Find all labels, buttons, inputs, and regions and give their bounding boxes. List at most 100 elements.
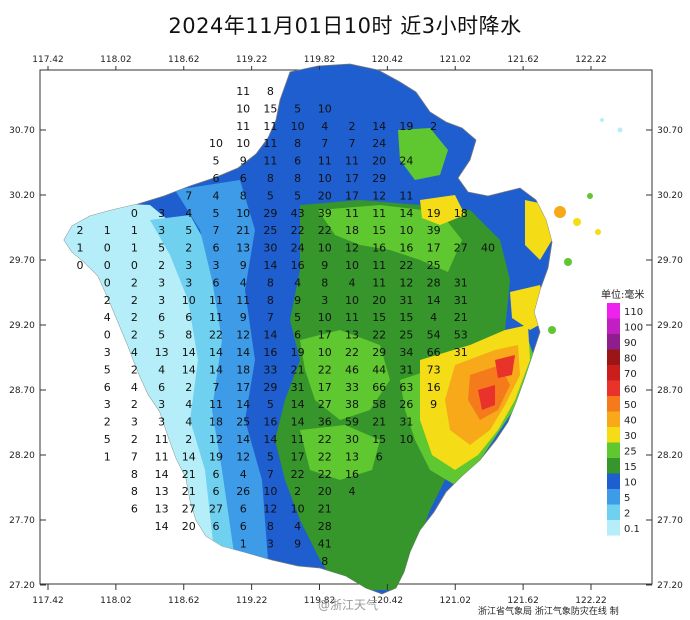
station-value: 15 bbox=[372, 433, 386, 446]
station-value: 22 bbox=[291, 224, 305, 237]
x-tick-label: 122.22 bbox=[575, 596, 607, 606]
station-value: 5 bbox=[294, 311, 301, 324]
station-value: 26 bbox=[399, 398, 413, 411]
x-tick-label: 118.02 bbox=[100, 596, 132, 606]
legend-label: 2 bbox=[624, 509, 630, 520]
station-value: 1 bbox=[240, 537, 247, 550]
station-value: 0 bbox=[104, 329, 111, 342]
legend-swatch bbox=[607, 427, 620, 443]
station-value: 22 bbox=[318, 224, 332, 237]
station-value: 8 bbox=[267, 294, 274, 307]
station-value: 6 bbox=[185, 311, 192, 324]
station-value: 3 bbox=[158, 276, 165, 289]
station-value: 22 bbox=[318, 468, 332, 481]
station-value: 3 bbox=[158, 207, 165, 220]
station-value: 22 bbox=[291, 468, 305, 481]
station-value: 31 bbox=[454, 294, 468, 307]
station-value: 3 bbox=[158, 416, 165, 429]
station-value: 16 bbox=[291, 259, 305, 272]
station-value: 6 bbox=[294, 329, 301, 342]
legend-label: 0.1 bbox=[624, 524, 640, 535]
x-tick-label: 119.22 bbox=[236, 55, 268, 65]
station-value: 8 bbox=[267, 85, 274, 98]
watermark: @浙江天气 bbox=[318, 598, 379, 612]
station-value: 14 bbox=[291, 398, 305, 411]
legend-swatch bbox=[607, 303, 620, 319]
station-value: 14 bbox=[182, 450, 196, 463]
station-value: 3 bbox=[158, 398, 165, 411]
station-value: 24 bbox=[399, 155, 413, 168]
station-value: 8 bbox=[321, 555, 328, 568]
y-tick-label: 30.70 bbox=[9, 126, 35, 136]
station-value: 4 bbox=[294, 520, 301, 533]
station-value: 14 bbox=[372, 120, 386, 133]
station-value: 7 bbox=[321, 137, 328, 150]
x-tick-label: 120.42 bbox=[372, 55, 404, 65]
y-tick-label: 28.70 bbox=[657, 386, 683, 396]
station-value: 24 bbox=[291, 242, 305, 255]
station-value: 14 bbox=[427, 294, 441, 307]
legend-label: 90 bbox=[624, 338, 637, 349]
station-value: 6 bbox=[240, 520, 247, 533]
station-value: 12 bbox=[263, 503, 277, 516]
station-value: 38 bbox=[345, 398, 359, 411]
station-value: 16 bbox=[263, 346, 277, 359]
station-value: 11 bbox=[399, 189, 413, 202]
x-tick-label: 119.22 bbox=[236, 596, 268, 606]
station-value: 4 bbox=[430, 311, 437, 324]
station-value: 16 bbox=[372, 242, 386, 255]
station-value: 0 bbox=[131, 207, 138, 220]
station-value: 44 bbox=[372, 363, 386, 376]
legend-label: 30 bbox=[624, 431, 637, 442]
legend-label: 40 bbox=[624, 416, 637, 427]
station-value: 20 bbox=[372, 155, 386, 168]
station-value: 5 bbox=[267, 398, 274, 411]
y-tick-label: 29.20 bbox=[657, 321, 683, 331]
station-value: 5 bbox=[267, 450, 274, 463]
station-value: 5 bbox=[213, 207, 220, 220]
station-value: 33 bbox=[263, 363, 277, 376]
station-value: 5 bbox=[158, 242, 165, 255]
station-value: 5 bbox=[185, 224, 192, 237]
station-value: 6 bbox=[294, 155, 301, 168]
station-value: 43 bbox=[291, 207, 305, 220]
station-value: 25 bbox=[236, 416, 250, 429]
station-value: 27 bbox=[318, 398, 332, 411]
station-value: 18 bbox=[236, 363, 250, 376]
station-value: 14 bbox=[236, 433, 250, 446]
station-value: 21 bbox=[182, 485, 196, 498]
station-value: 13 bbox=[155, 485, 169, 498]
x-tick-label: 117.42 bbox=[32, 55, 64, 65]
station-value: 3 bbox=[321, 294, 328, 307]
station-value: 2 bbox=[104, 294, 111, 307]
station-value: 10 bbox=[318, 346, 332, 359]
station-value: 5 bbox=[267, 189, 274, 202]
station-value: 7 bbox=[349, 137, 356, 150]
station-value: 10 bbox=[345, 259, 359, 272]
station-value: 27 bbox=[209, 503, 223, 516]
legend-swatch bbox=[607, 349, 620, 365]
station-value: 12 bbox=[399, 276, 413, 289]
station-value: 12 bbox=[345, 242, 359, 255]
station-value: 25 bbox=[399, 329, 413, 342]
station-value: 20 bbox=[372, 294, 386, 307]
station-value: 73 bbox=[427, 363, 441, 376]
station-value: 10 bbox=[263, 485, 277, 498]
x-tick-label: 118.02 bbox=[100, 55, 132, 65]
station-value: 11 bbox=[291, 433, 305, 446]
station-value: 3 bbox=[104, 346, 111, 359]
legend-swatch bbox=[607, 380, 620, 396]
legend-swatch bbox=[607, 520, 620, 536]
station-value: 39 bbox=[318, 207, 332, 220]
station-value: 1 bbox=[77, 242, 84, 255]
y-axis-left: 30.70 30.20 29.70 29.20 28.70 28.20 27.70 27.20 bbox=[9, 126, 46, 591]
station-value: 14 bbox=[236, 398, 250, 411]
station-value: 11 bbox=[263, 120, 277, 133]
y-axis-right: 30.70 30.20 29.70 29.20 28.70 28.20 27.70 27.20 bbox=[646, 126, 683, 591]
station-value: 6 bbox=[240, 503, 247, 516]
station-value: 20 bbox=[318, 485, 332, 498]
station-value: 13 bbox=[236, 242, 250, 255]
station-value: 2 bbox=[131, 398, 138, 411]
station-value: 6 bbox=[104, 381, 111, 394]
station-value: 17 bbox=[236, 381, 250, 394]
